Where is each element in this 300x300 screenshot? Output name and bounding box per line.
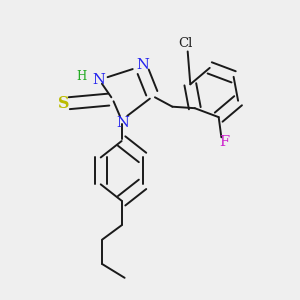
Text: H: H [77,70,87,83]
Text: S: S [58,95,69,112]
Text: N: N [117,116,130,130]
Text: N: N [93,73,106,87]
Text: F: F [219,135,229,149]
Text: N: N [136,58,149,72]
Text: Cl: Cl [178,38,193,50]
